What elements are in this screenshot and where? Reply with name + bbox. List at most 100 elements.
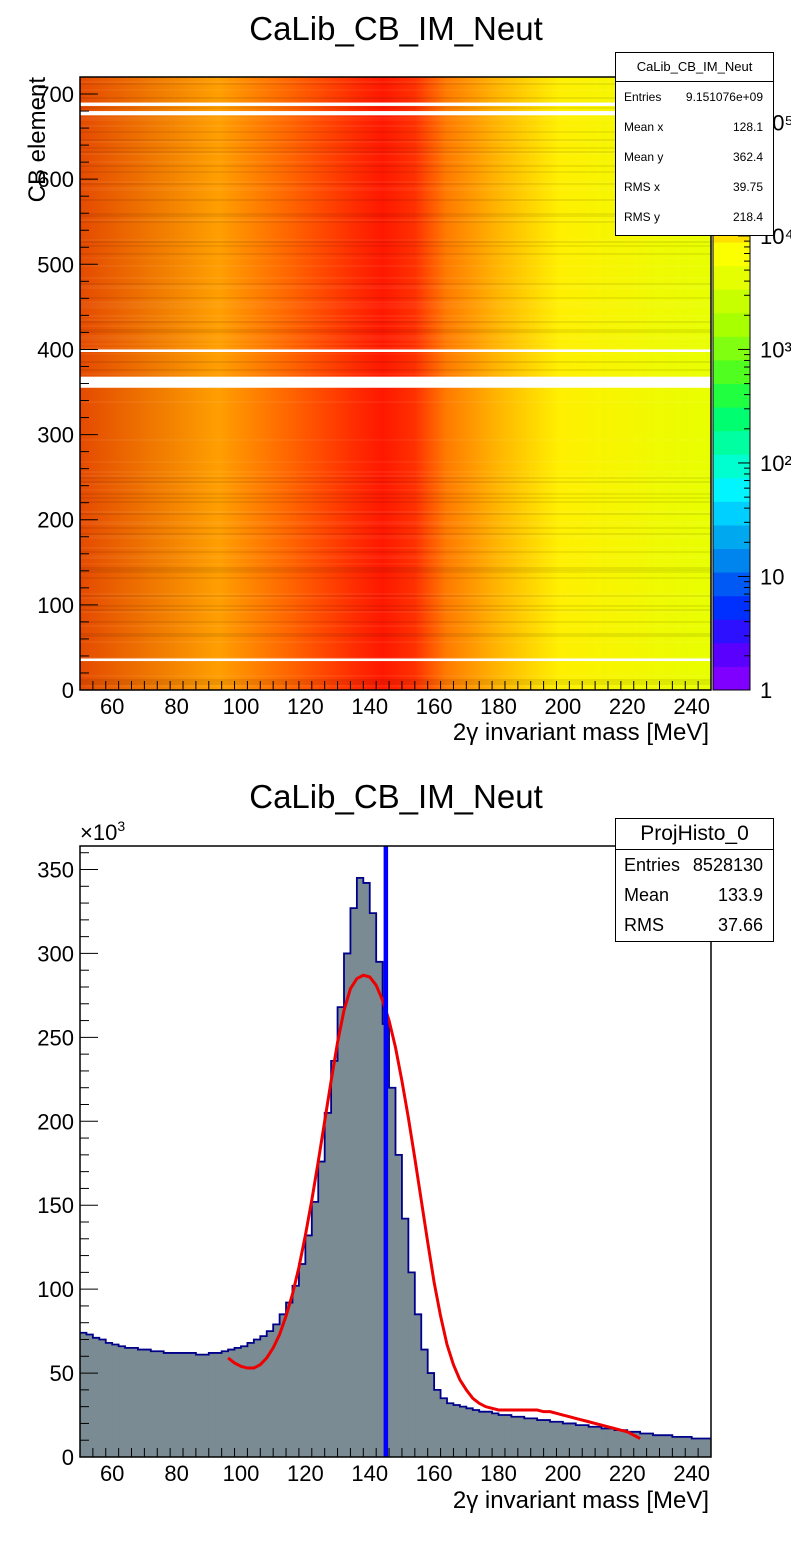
histogram-bar (524, 1418, 532, 1457)
palette-cell (713, 336, 750, 361)
heatmap-row-stripe (80, 523, 711, 525)
histogram-bar (627, 1431, 635, 1457)
palette-cell (713, 524, 750, 550)
histogram-bar (466, 1408, 474, 1457)
stats-label: Entries (624, 90, 662, 104)
heatmap-row-stripe (80, 533, 711, 535)
heatmap-row-stripe (80, 493, 711, 495)
histogram-bar (125, 1347, 132, 1457)
histogram-bar (691, 1438, 699, 1457)
heatmap-x-label: 2γ invariant mass [MeV] (453, 719, 709, 746)
heatmap-row-stripe (80, 471, 711, 473)
heatmap-row-stripe (80, 285, 711, 287)
histogram-outline (80, 876, 711, 1440)
heatmap-row-stripe (80, 483, 711, 485)
histogram-bar (395, 1154, 403, 1457)
histogram-bar (292, 1285, 300, 1457)
stats-label: Entries (624, 855, 681, 875)
histogram-bar (131, 1347, 139, 1457)
histogram-bar (685, 1436, 693, 1457)
heatmap-empty-row (80, 102, 711, 106)
histogram-bar (447, 1403, 454, 1457)
palette-cell (713, 619, 750, 644)
heatmap-row-stripe (80, 489, 711, 491)
heatmap-row-stripe (80, 439, 711, 441)
stats-value: 37.66 (717, 915, 763, 935)
heatmap-row-stripe (80, 283, 711, 285)
palette-cell (713, 407, 750, 432)
heatmap-x-tick-label: 180 (480, 694, 517, 719)
histogram-y-tick-label: 350 (37, 858, 74, 883)
heatmap-row-stripe (80, 557, 711, 559)
heatmap-row-stripe (80, 335, 711, 337)
heatmap-row-stripe (80, 571, 711, 573)
histogram-bar (376, 961, 384, 1457)
heatmap-empty-row (80, 111, 711, 116)
heatmap-row-stripe (80, 321, 711, 323)
heatmap-row-stripe (80, 343, 711, 345)
histogram-bar (234, 1347, 242, 1457)
heatmap-row-stripe (80, 241, 711, 243)
heatmap-row-stripe (80, 605, 711, 607)
heatmap-row-stripe (80, 593, 711, 595)
histogram-bar (247, 1342, 255, 1457)
histogram-bar (228, 1349, 235, 1457)
heatmap-row-stripe (80, 329, 711, 331)
histogram-bar (440, 1398, 448, 1457)
heatmap-row-stripe (80, 181, 711, 183)
heatmap-y-tick-label: 0 (62, 678, 74, 703)
histogram-bar (582, 1425, 590, 1457)
histogram-bar (324, 1112, 332, 1457)
histogram-bar (99, 1339, 107, 1457)
histogram-bar (150, 1351, 158, 1457)
stats-value: 128.1 (732, 120, 763, 134)
heatmap-row-stripe (80, 297, 711, 299)
histogram-bars (80, 877, 711, 1457)
histogram-bar (485, 1411, 493, 1457)
palette-cell (713, 289, 750, 314)
heatmap-row-stripe (80, 611, 711, 613)
heatmap-title: CaLib_CB_IM_Neut (249, 10, 543, 47)
heatmap-row-stripe (80, 683, 711, 685)
heatmap-x-tick-label: 220 (609, 694, 646, 719)
histogram-bar (311, 1201, 319, 1457)
heatmap-row-stripe (80, 563, 711, 565)
histogram-bar (653, 1435, 660, 1457)
heatmap-row-stripe (80, 125, 711, 127)
heatmap-row-stripe (80, 369, 711, 371)
histogram-bar (414, 1314, 422, 1457)
heatmap-x-tick-label: 240 (673, 694, 710, 719)
histogram-y-tick-label: 50 (50, 1361, 74, 1386)
histogram-bar (286, 1302, 293, 1457)
heatmap-row-stripe (80, 199, 711, 201)
stats-value: 39.75 (732, 180, 763, 194)
histogram-bar (137, 1349, 145, 1457)
histogram-bar (601, 1428, 609, 1457)
histogram-bar (498, 1415, 506, 1457)
stats-label: Mean x (624, 120, 664, 134)
histogram-bar (369, 913, 377, 1457)
histogram-bar (273, 1324, 281, 1457)
heatmap-row-stripe (80, 577, 711, 579)
histogram-bar (698, 1438, 705, 1457)
histogram-bar (620, 1430, 628, 1457)
histogram-bar (86, 1334, 94, 1457)
histogram-bar (240, 1346, 248, 1457)
heatmap-row-stripe (80, 635, 711, 637)
histogram-bar (343, 953, 351, 1457)
histogram-x-tick-label: 80 (164, 1461, 188, 1486)
heatmap-y-tick-label: 200 (37, 508, 74, 533)
histogram-bar (401, 1218, 409, 1457)
heatmap-row-stripe (80, 675, 711, 677)
histogram-bar (569, 1423, 577, 1457)
heatmap-plot-area (80, 77, 711, 690)
heatmap-row-stripe (80, 301, 711, 303)
heatmap-row-stripe (80, 537, 711, 539)
stats-row-mean-x: Mean x 128.1 (624, 112, 763, 142)
heatmap-row-stripe (80, 569, 711, 571)
heatmap-row-stripe (80, 171, 711, 173)
histogram-bar (614, 1430, 622, 1457)
heatmap-row-stripe (80, 165, 711, 167)
heatmap-y-tick-label: 400 (37, 337, 74, 362)
heatmap-row-stripe (80, 147, 711, 149)
